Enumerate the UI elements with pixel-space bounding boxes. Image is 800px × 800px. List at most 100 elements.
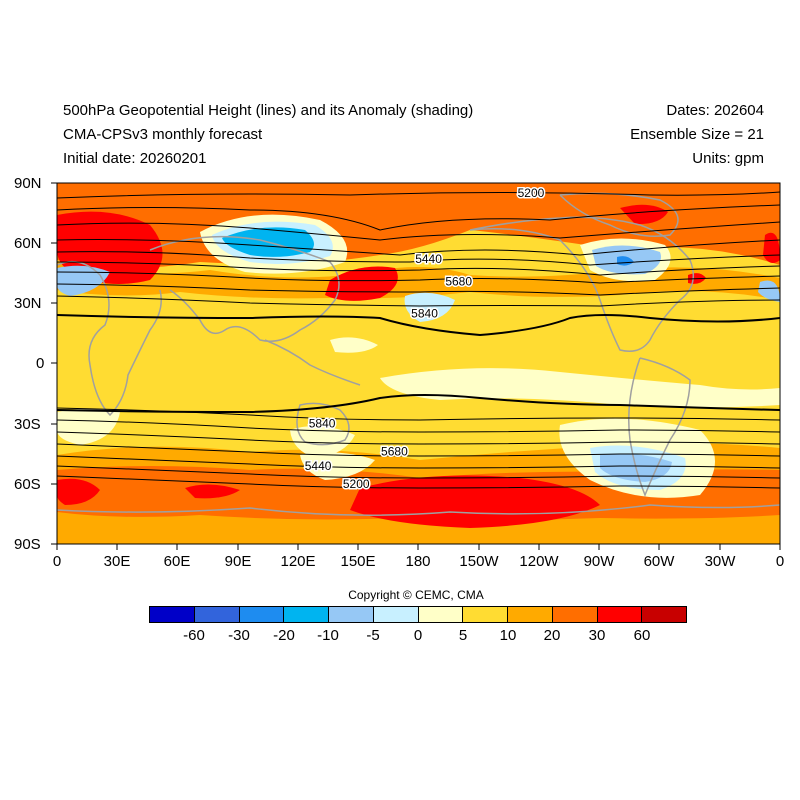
lat-label-90s: 90S bbox=[14, 536, 41, 553]
height-contours-bold bbox=[57, 314, 780, 414]
contour-n-1 bbox=[57, 191, 780, 199]
lon-label-180: 180 bbox=[405, 553, 431, 570]
contour-s-4 bbox=[57, 443, 780, 457]
contour-label: 5200 bbox=[518, 186, 545, 200]
coast-asia bbox=[149, 235, 340, 342]
map-ticks bbox=[51, 182, 781, 550]
lon-label-30e: 30E bbox=[103, 553, 131, 570]
lat-label-30n: 30N bbox=[14, 295, 42, 312]
lon-label-0-end: 0 bbox=[775, 553, 785, 570]
contour-n-4 bbox=[57, 239, 780, 256]
lon-label-90w: 90W bbox=[583, 553, 615, 570]
coast-australia bbox=[296, 402, 350, 446]
colorbar-swatch bbox=[642, 607, 686, 622]
colorbar-label: -5 bbox=[366, 627, 380, 644]
lon-label-90e: 90E bbox=[224, 553, 252, 570]
lon-label-30w: 30W bbox=[704, 553, 736, 570]
colorbar-label: 30 bbox=[588, 627, 606, 644]
contour-5840-south bbox=[57, 394, 780, 414]
colorbar-swatch bbox=[508, 607, 553, 622]
colorbar-swatch bbox=[284, 607, 329, 622]
colorbar bbox=[149, 606, 687, 623]
coast-south-america bbox=[628, 357, 691, 498]
coast-antarctica bbox=[57, 504, 780, 516]
anomaly-high-arctic-30 bbox=[620, 204, 668, 225]
anomaly-high-southindian bbox=[185, 484, 240, 499]
lon-label-120e: 120E bbox=[280, 553, 316, 570]
lon-label-60w: 60W bbox=[643, 553, 675, 570]
colorbar-swatch bbox=[194, 607, 240, 622]
anomaly-tropic-pale-3 bbox=[57, 408, 120, 445]
colorbar-swatch bbox=[239, 607, 285, 622]
colorbar-label: 10 bbox=[499, 627, 517, 644]
copyright-notice: Copyright © CEMC, CMA bbox=[348, 588, 484, 602]
colorbar-label: -30 bbox=[228, 627, 250, 644]
contour-label: 5680 bbox=[381, 445, 408, 459]
contour-n-2 bbox=[57, 204, 780, 231]
lat-label-90n: 90N bbox=[14, 175, 42, 192]
contour-5840-north bbox=[57, 314, 780, 337]
forecast-dates: Dates: 202604 bbox=[666, 102, 764, 119]
initial-date: Initial date: 20260201 bbox=[63, 150, 207, 167]
contour-label: 5440 bbox=[305, 459, 332, 473]
lon-label-60e: 60E bbox=[163, 553, 191, 570]
colorbar-swatch bbox=[329, 607, 374, 622]
contour-s-6 bbox=[57, 465, 780, 479]
anomaly-arctic-20 bbox=[57, 183, 780, 210]
contour-label: 5840 bbox=[309, 417, 336, 431]
colorbar-label: 20 bbox=[543, 627, 561, 644]
colorbar-label: -10 bbox=[317, 627, 339, 644]
lat-label-eq: 0 bbox=[36, 355, 45, 372]
map-title: 500hPa Geopotential Height (lines) and i… bbox=[63, 102, 474, 119]
contour-label: 5840 bbox=[411, 306, 438, 320]
anomaly-low-southwest-5 bbox=[300, 452, 375, 480]
colorbar-label: -60 bbox=[183, 627, 205, 644]
anomaly-low-eastedge bbox=[758, 280, 780, 302]
lon-label-0: 0 bbox=[52, 553, 62, 570]
coast-maritime-continent bbox=[264, 339, 361, 386]
contour-s-5 bbox=[57, 455, 780, 469]
lat-label-60n: 60N bbox=[14, 235, 42, 252]
contour-label: 5200 bbox=[343, 477, 370, 491]
contour-n-6 bbox=[57, 261, 780, 276]
colorbar-label: -20 bbox=[273, 627, 295, 644]
contour-n-9 bbox=[57, 295, 780, 307]
colorbar-swatch bbox=[552, 607, 598, 622]
ensemble-size: Ensemble Size = 21 bbox=[630, 126, 764, 143]
contour-n-8 bbox=[57, 283, 780, 296]
lon-label-120w: 120W bbox=[519, 553, 559, 570]
anomaly-high-southatlantic bbox=[57, 478, 100, 505]
contour-n-3 bbox=[57, 221, 780, 241]
contour-label: 5440 bbox=[415, 252, 442, 266]
contour-n-5 bbox=[57, 251, 780, 266]
colorbar-swatch bbox=[373, 607, 419, 622]
anomaly-midlat-north-20 bbox=[57, 262, 780, 300]
colorbar-swatch bbox=[597, 607, 643, 622]
lon-label-150e: 150E bbox=[340, 553, 376, 570]
anomaly-tropic-pale-1 bbox=[330, 337, 378, 353]
contour-s-7 bbox=[57, 475, 780, 489]
lat-label-60s: 60S bbox=[14, 476, 41, 493]
anomaly-high-europe-30 bbox=[57, 211, 163, 284]
units-label: Units: gpm bbox=[692, 150, 764, 167]
lon-label-150w: 150W bbox=[459, 553, 499, 570]
anomaly-low-pacific bbox=[404, 292, 455, 322]
contour-label: 5680 bbox=[445, 274, 472, 288]
colorbar-label: 60 bbox=[633, 627, 651, 644]
model-subtitle: CMA-CPSv3 monthly forecast bbox=[63, 126, 263, 143]
lat-label-30s: 30S bbox=[14, 416, 41, 433]
colorbar-swatch bbox=[150, 607, 195, 622]
coast-africa bbox=[57, 260, 162, 417]
contour-s-2 bbox=[57, 419, 780, 433]
colorbar-swatch bbox=[463, 607, 508, 622]
colorbar-swatch bbox=[418, 607, 464, 622]
colorbar-label: 5 bbox=[458, 627, 468, 644]
contour-s-3 bbox=[57, 431, 780, 445]
anomaly-low-australia-5 bbox=[290, 426, 355, 458]
anomaly-low-westeurope bbox=[57, 265, 110, 296]
contour-n-7 bbox=[57, 271, 780, 284]
colorbar-label: 0 bbox=[413, 627, 423, 644]
